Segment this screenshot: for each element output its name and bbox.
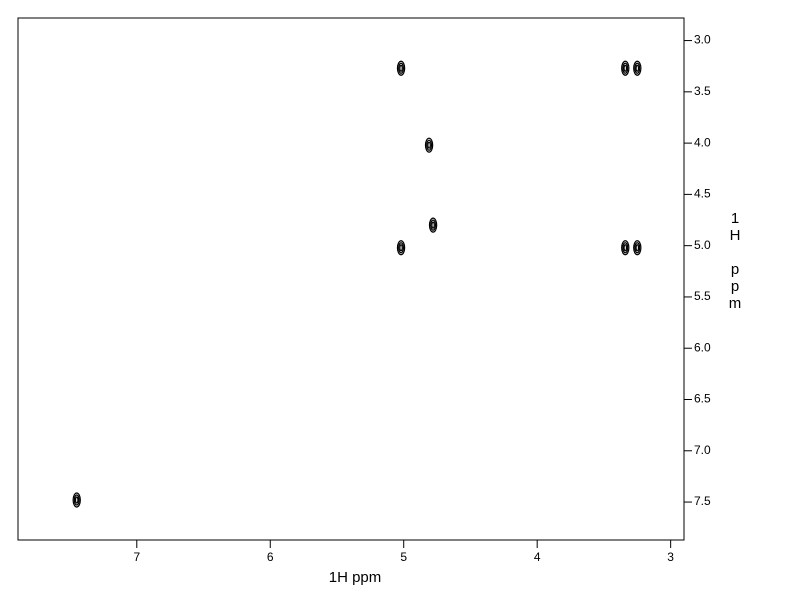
contour (398, 62, 405, 74)
peak (396, 240, 406, 256)
y-tick-label: 3.5 (694, 84, 711, 98)
contour (621, 240, 630, 256)
contour (427, 141, 431, 149)
contour (623, 64, 628, 72)
contour (424, 137, 434, 153)
x-tick-label: 5 (400, 550, 407, 564)
y-tick-label: 7.0 (694, 443, 711, 457)
contour (396, 60, 406, 76)
contour (73, 494, 80, 506)
contour (633, 60, 642, 76)
y-tick-label: 6.0 (694, 340, 711, 354)
peak (621, 60, 630, 76)
peak (428, 217, 438, 233)
contour (431, 221, 435, 229)
peak (633, 240, 642, 256)
contour (74, 496, 79, 504)
y-tick-label: 7.5 (694, 494, 711, 508)
x-tick-label: 4 (534, 550, 541, 564)
peak (72, 492, 81, 508)
contour (623, 244, 628, 252)
x-axis-label: 1H ppm (329, 569, 382, 586)
contour (399, 64, 403, 72)
contour (72, 492, 81, 508)
y-tick-label: 4.0 (694, 135, 711, 149)
plot-frame (17, 17, 685, 541)
peak (633, 60, 642, 76)
contour (398, 242, 405, 254)
contour (634, 242, 641, 254)
contour (622, 242, 629, 254)
contour (430, 219, 437, 231)
contour (426, 139, 433, 151)
contour (634, 62, 641, 74)
y-tick-label: 4.5 (694, 187, 711, 201)
x-tick-label: 6 (267, 550, 274, 564)
contour (633, 240, 642, 256)
y-tick-label: 5.0 (694, 238, 711, 252)
y-axis-label: 1H ppm (727, 210, 744, 312)
peak (396, 60, 406, 76)
contour (635, 64, 640, 72)
peak (424, 137, 434, 153)
contour (399, 244, 403, 252)
x-tick-label: 7 (133, 550, 140, 564)
x-tick-label: 3 (667, 550, 674, 564)
contour (621, 60, 630, 76)
y-tick-label: 3.0 (694, 33, 711, 47)
contour (622, 62, 629, 74)
y-tick-label: 5.5 (694, 289, 711, 303)
contour (396, 240, 406, 256)
contour (635, 244, 640, 252)
contour (428, 217, 438, 233)
peak (621, 240, 630, 256)
y-tick-label: 6.5 (694, 392, 711, 406)
